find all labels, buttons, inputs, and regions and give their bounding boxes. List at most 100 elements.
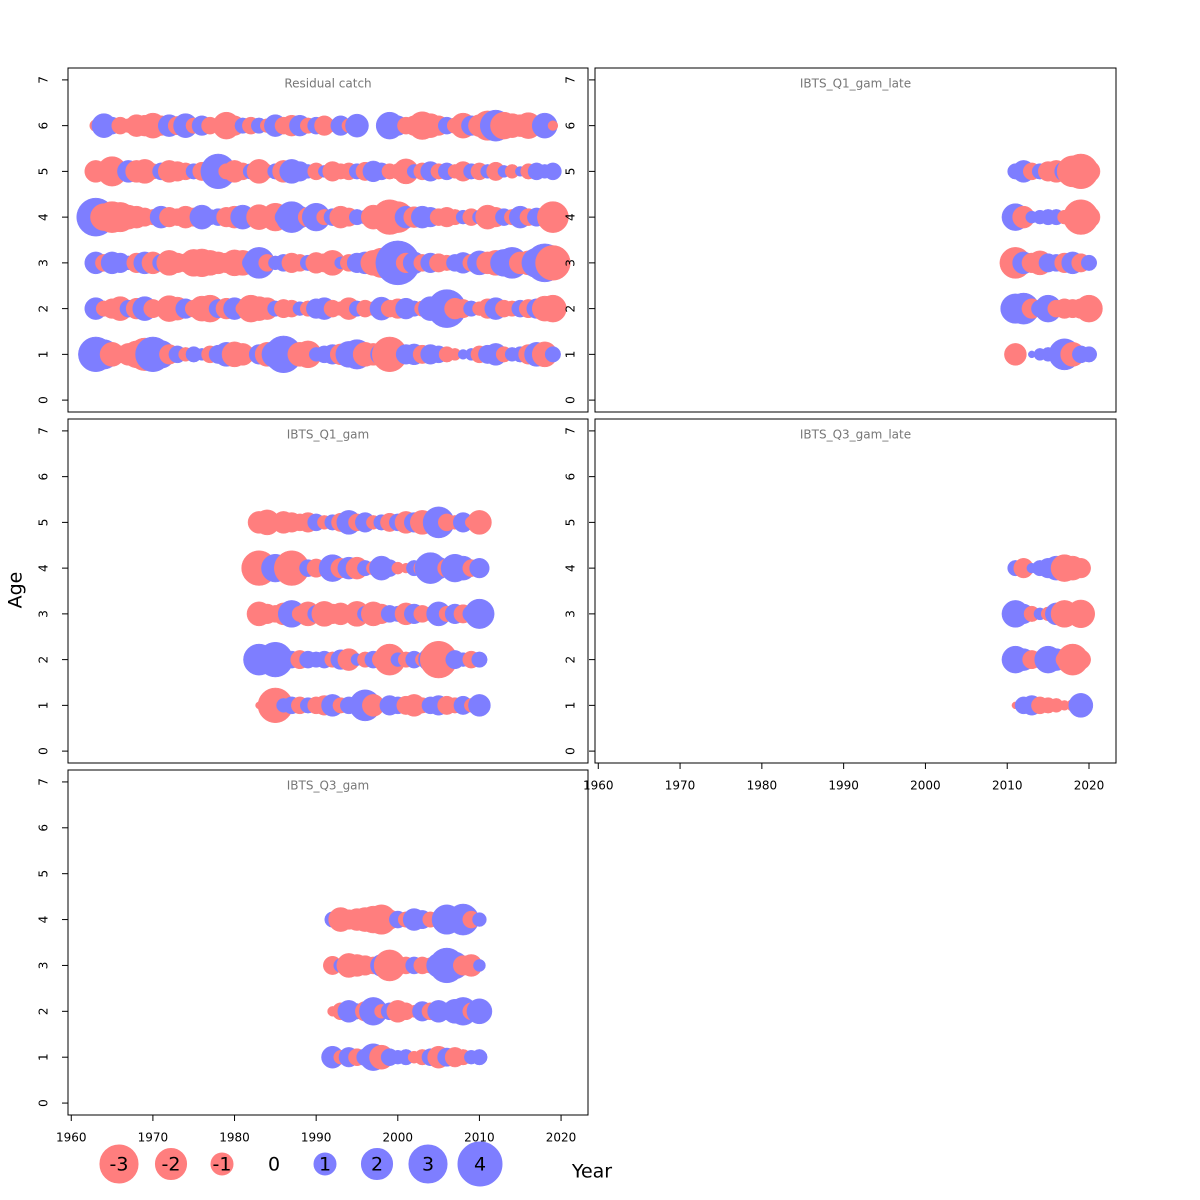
legend-bubble <box>99 1144 139 1184</box>
bubble <box>472 912 487 927</box>
y-tick-label: 0 <box>37 747 51 755</box>
x-tick-label: 1960 <box>56 1131 87 1145</box>
y-tick-label: 6 <box>37 824 51 832</box>
panel-title: IBTS_Q1_gam <box>287 428 369 442</box>
y-tick-label: 3 <box>37 259 51 267</box>
y-tick-label: 3 <box>564 259 578 267</box>
bubble <box>471 651 488 668</box>
bubble <box>1070 558 1091 579</box>
legend-label: 1 <box>319 1154 331 1176</box>
y-tick-label: 7 <box>564 427 578 435</box>
y-tick-label: 6 <box>564 473 578 481</box>
legend-label: -2 <box>162 1154 181 1176</box>
y-tick-label: 1 <box>37 1053 51 1061</box>
bubble <box>544 162 562 181</box>
y-tick-label: 7 <box>564 76 578 84</box>
bubble <box>1066 599 1095 629</box>
bubble <box>1004 343 1027 366</box>
x-tick-label: 1970 <box>138 1131 169 1145</box>
bubble <box>537 201 569 233</box>
legend-label: 0 <box>268 1154 280 1176</box>
panel-frame <box>67 67 589 413</box>
panel-title: IBTS_Q3_gam_late <box>800 428 911 442</box>
bubble <box>539 294 567 323</box>
y-tick-label: 2 <box>37 305 51 313</box>
panel-frame <box>594 418 1117 764</box>
y-tick-label: 0 <box>564 396 578 404</box>
y-tick-label: 2 <box>37 1007 51 1015</box>
y-tick-label: 7 <box>37 778 51 786</box>
bubbles <box>76 109 571 374</box>
panel-title: IBTS_Q3_gam <box>287 779 369 793</box>
y-tick-label: 0 <box>37 1099 51 1107</box>
bubbles <box>1001 554 1095 718</box>
y-tick-label: 3 <box>37 610 51 618</box>
y-tick-label: 6 <box>564 122 578 130</box>
y-tick-label: 2 <box>564 656 578 664</box>
bubble <box>467 510 492 535</box>
panel-title: IBTS_Q1_gam_late <box>800 77 911 91</box>
bubble <box>1077 205 1101 229</box>
x-tick-label: 2020 <box>546 1131 577 1145</box>
bubble <box>1075 294 1103 323</box>
x-tick-label: 1980 <box>747 779 778 793</box>
bubble <box>1077 160 1101 183</box>
bubble <box>544 346 561 363</box>
y-tick-label: 4 <box>37 916 51 924</box>
panel-frame <box>594 67 1117 413</box>
x-tick-label: 2010 <box>992 779 1023 793</box>
x-tick-label: 2020 <box>1074 779 1105 793</box>
bubble <box>535 245 571 281</box>
x-tick-label: 1970 <box>665 779 696 793</box>
y-tick-label: 2 <box>564 305 578 313</box>
y-tick-label: 5 <box>564 519 578 527</box>
bubble <box>471 1049 488 1066</box>
legend-label: -3 <box>110 1154 129 1176</box>
legend-bubble <box>408 1144 448 1184</box>
bubble <box>464 598 495 629</box>
bubble <box>547 120 559 131</box>
bubble <box>1068 693 1094 718</box>
legend-bubble <box>154 1147 188 1181</box>
y-tick-label: 3 <box>37 962 51 970</box>
y-tick-label: 5 <box>37 519 51 527</box>
bubble <box>1080 254 1098 271</box>
y-tick-label: 4 <box>37 213 51 221</box>
y-tick-label: 1 <box>37 351 51 359</box>
bubbles <box>999 153 1103 371</box>
legend-bubble <box>210 1152 234 1176</box>
y-tick-label: 4 <box>564 213 578 221</box>
x-tick-label: 1990 <box>828 779 859 793</box>
y-tick-label: 0 <box>37 396 51 404</box>
bubbles <box>241 506 495 724</box>
y-tick-label: 5 <box>37 168 51 176</box>
legend-label: 4 <box>474 1154 486 1176</box>
x-tick-label: 2010 <box>464 1131 495 1145</box>
panel-frame <box>67 418 589 764</box>
y-tick-label: 5 <box>37 870 51 878</box>
x-tick-label: 1960 <box>583 779 614 793</box>
y-tick-label: 7 <box>37 76 51 84</box>
bubble <box>473 959 486 972</box>
y-tick-label: 0 <box>564 747 578 755</box>
x-tick-label: 2000 <box>383 1131 414 1145</box>
panel-title: Residual catch <box>284 77 371 91</box>
legend-label: -1 <box>213 1154 232 1176</box>
y-tick-label: 3 <box>564 610 578 618</box>
x-axis-label: Year <box>571 1161 612 1183</box>
bubble <box>469 558 490 579</box>
bubble <box>345 113 369 138</box>
legend-bubble <box>313 1152 337 1176</box>
bubble <box>1070 649 1091 670</box>
legend-bubble <box>360 1147 394 1181</box>
y-tick-label: 6 <box>37 122 51 130</box>
bubble <box>1080 346 1098 363</box>
legend-label: 2 <box>371 1154 383 1176</box>
y-tick-label: 6 <box>37 473 51 481</box>
y-axis-label: Age <box>5 572 27 609</box>
y-tick-label: 5 <box>564 168 578 176</box>
y-tick-label: 4 <box>37 564 51 572</box>
y-tick-label: 4 <box>564 564 578 572</box>
y-tick-label: 2 <box>37 656 51 664</box>
